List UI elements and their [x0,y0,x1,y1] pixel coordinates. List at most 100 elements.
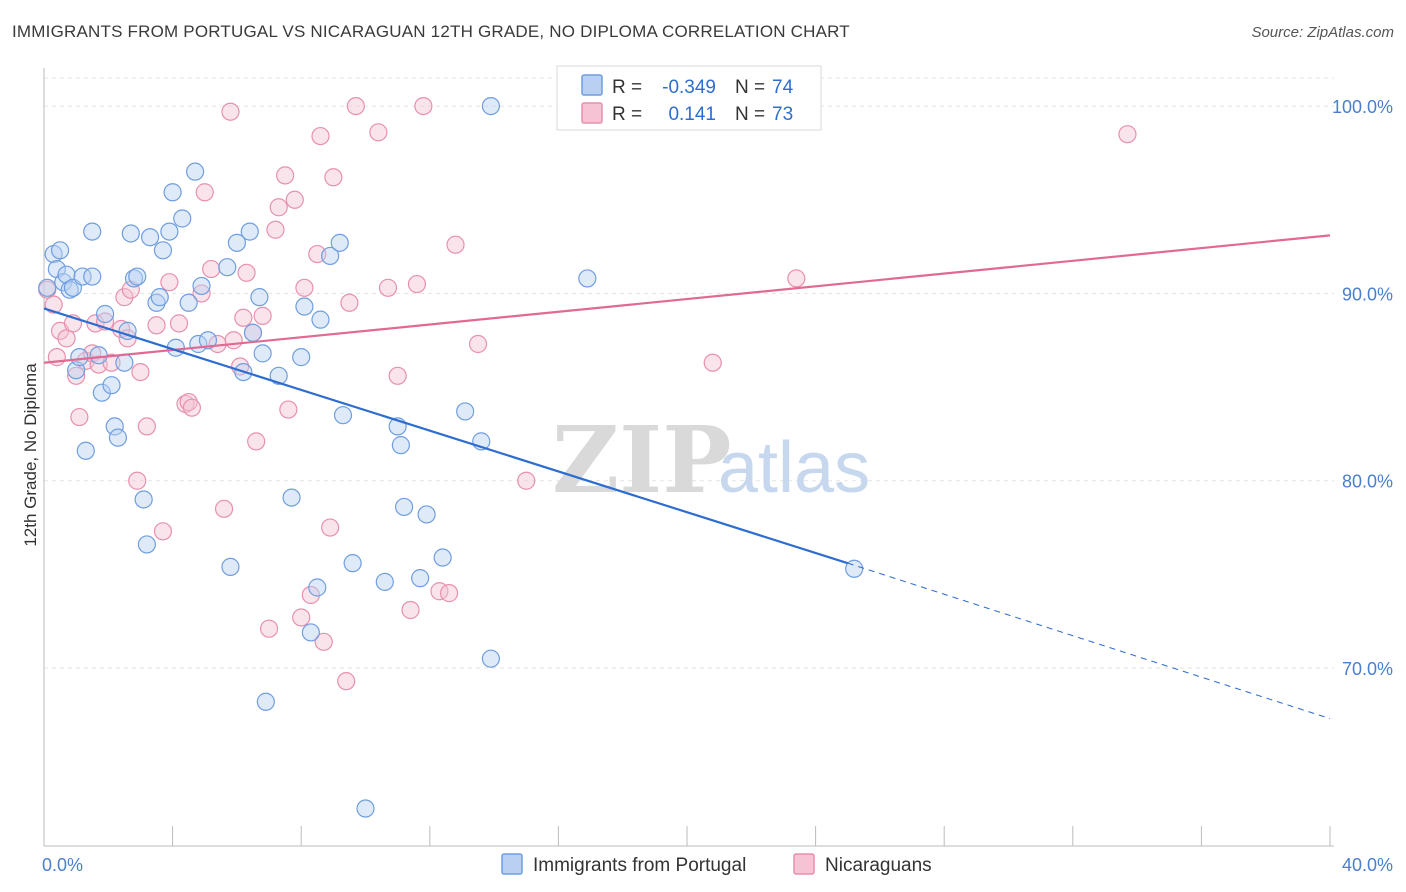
nicaraguans-point [131,362,150,382]
x-tick-label-min: 0.0% [42,855,83,875]
portugal-point [301,623,320,642]
legend-n-label-1: N = [735,77,765,98]
legend-bottom-label-nicaraguans: Nicaraguans [825,855,932,876]
portugal-point [192,276,211,296]
portugal-point [240,222,259,241]
portugal-point [83,267,102,286]
portugal-point [124,269,144,288]
portugal-trend-line [43,307,849,565]
x-tick-labels: 0.0% 40.0% [42,855,1393,875]
portugal-point [70,348,89,367]
nicaraguans-point [195,183,214,202]
portugal-point [186,162,205,181]
portugal-point [253,344,272,363]
nicaraguans-point [231,357,250,376]
portugal-point [147,293,166,312]
series-nicaraguans [38,96,1137,691]
nicaraguans-point [787,269,806,288]
nicaraguans-point [70,407,89,427]
trend-lines [43,234,1331,720]
nicaraguans-point [214,499,234,518]
nicaraguans-point [703,353,722,372]
legend-n-value-1: 74 [772,77,794,98]
portugal-point [153,241,173,260]
nicaraguans-point [446,235,465,254]
nicaraguans-point [337,672,356,691]
legend-n-label-2: N = [735,104,765,125]
grid-lines [44,77,1334,669]
portugal-point [417,505,436,524]
portugal-point [179,293,198,312]
nicaraguans-point [67,366,86,385]
portugal-point [134,490,153,509]
portugal-point [76,441,95,460]
nicaraguans-point [237,263,256,282]
portugal-point [38,278,57,297]
y-tick-label: 100.0% [1332,97,1393,117]
legend-r-label-2: R = [612,104,642,125]
nicaraguans-point [468,334,488,354]
series-immigrants-from-portugal [38,96,864,818]
portugal-point [269,366,288,385]
portugal-point [73,267,92,286]
portugal-point [221,557,240,576]
portugal-point [140,228,160,247]
legend-top: R = -0.349 N = 74 R = 0.141 N = 73 [556,65,822,131]
nicaraguans-point [221,102,240,121]
nicaraguans-point [192,284,211,303]
portugal-point [95,304,115,324]
portugal-point [108,428,128,447]
nicaraguans-point [115,288,134,307]
nicaraguans-point [276,166,295,185]
x-tick-label-max: 40.0% [1342,855,1393,875]
nicaraguans-point [147,316,166,335]
portugal-point [411,569,430,588]
portugal-point [456,402,475,421]
portugal-point [250,288,269,307]
nicaraguans-point [292,608,311,627]
watermark: ZIP atlas [552,406,870,514]
nicaraguans-point [311,126,330,146]
portugal-point [218,258,237,277]
legend-r-label-1: R = [612,77,642,98]
legend-bottom-swatch-pink [793,853,815,875]
legend-bottom-swatch-blue [501,853,523,875]
portugal-point [256,692,275,711]
nicaraguans-point [340,293,359,312]
nicaraguans-point [439,584,459,603]
legend-bottom: Immigrants from Portugal Nicaraguans [501,853,932,876]
y-axis-label: 12th Grade, No Diploma [21,363,40,547]
portugal-trend-extension [847,562,1331,720]
nicaraguans-point [247,432,266,451]
legend-bottom-label-portugal: Immigrants from Portugal [533,855,746,876]
nicaraguans-point [414,96,433,116]
portugal-point [330,233,349,252]
legend-r-value-2: 0.141 [668,104,716,125]
portugal-point [308,578,327,597]
y-tick-labels: 70.0% 80.0% 90.0% 100.0% [1332,97,1393,679]
watermark-zip: ZIP [552,406,731,514]
nicaraguans-point [346,96,365,116]
nicaraguans-point [128,471,147,490]
portugal-point [845,559,864,578]
portugal-point [481,96,500,116]
nicaraguans-point [269,198,288,217]
portugal-point [163,183,182,202]
nicaraguans-point [169,314,189,333]
nicaraguans-point [224,331,243,350]
portugal-point [92,383,111,402]
portugal-point [227,233,246,252]
portugal-point [83,222,102,241]
nicaraguans-point [160,273,179,292]
portugal-point [121,224,140,243]
portugal-point [115,353,134,372]
portugal-point [433,548,452,567]
nicaraguans-point [321,518,340,537]
nicaraguans-point [137,417,156,436]
nicaraguans-trend-line [43,234,1331,364]
portugal-point [102,376,121,395]
nicaraguans-point [153,522,173,541]
nicaraguans-point [314,632,333,651]
portugal-point [321,246,340,266]
